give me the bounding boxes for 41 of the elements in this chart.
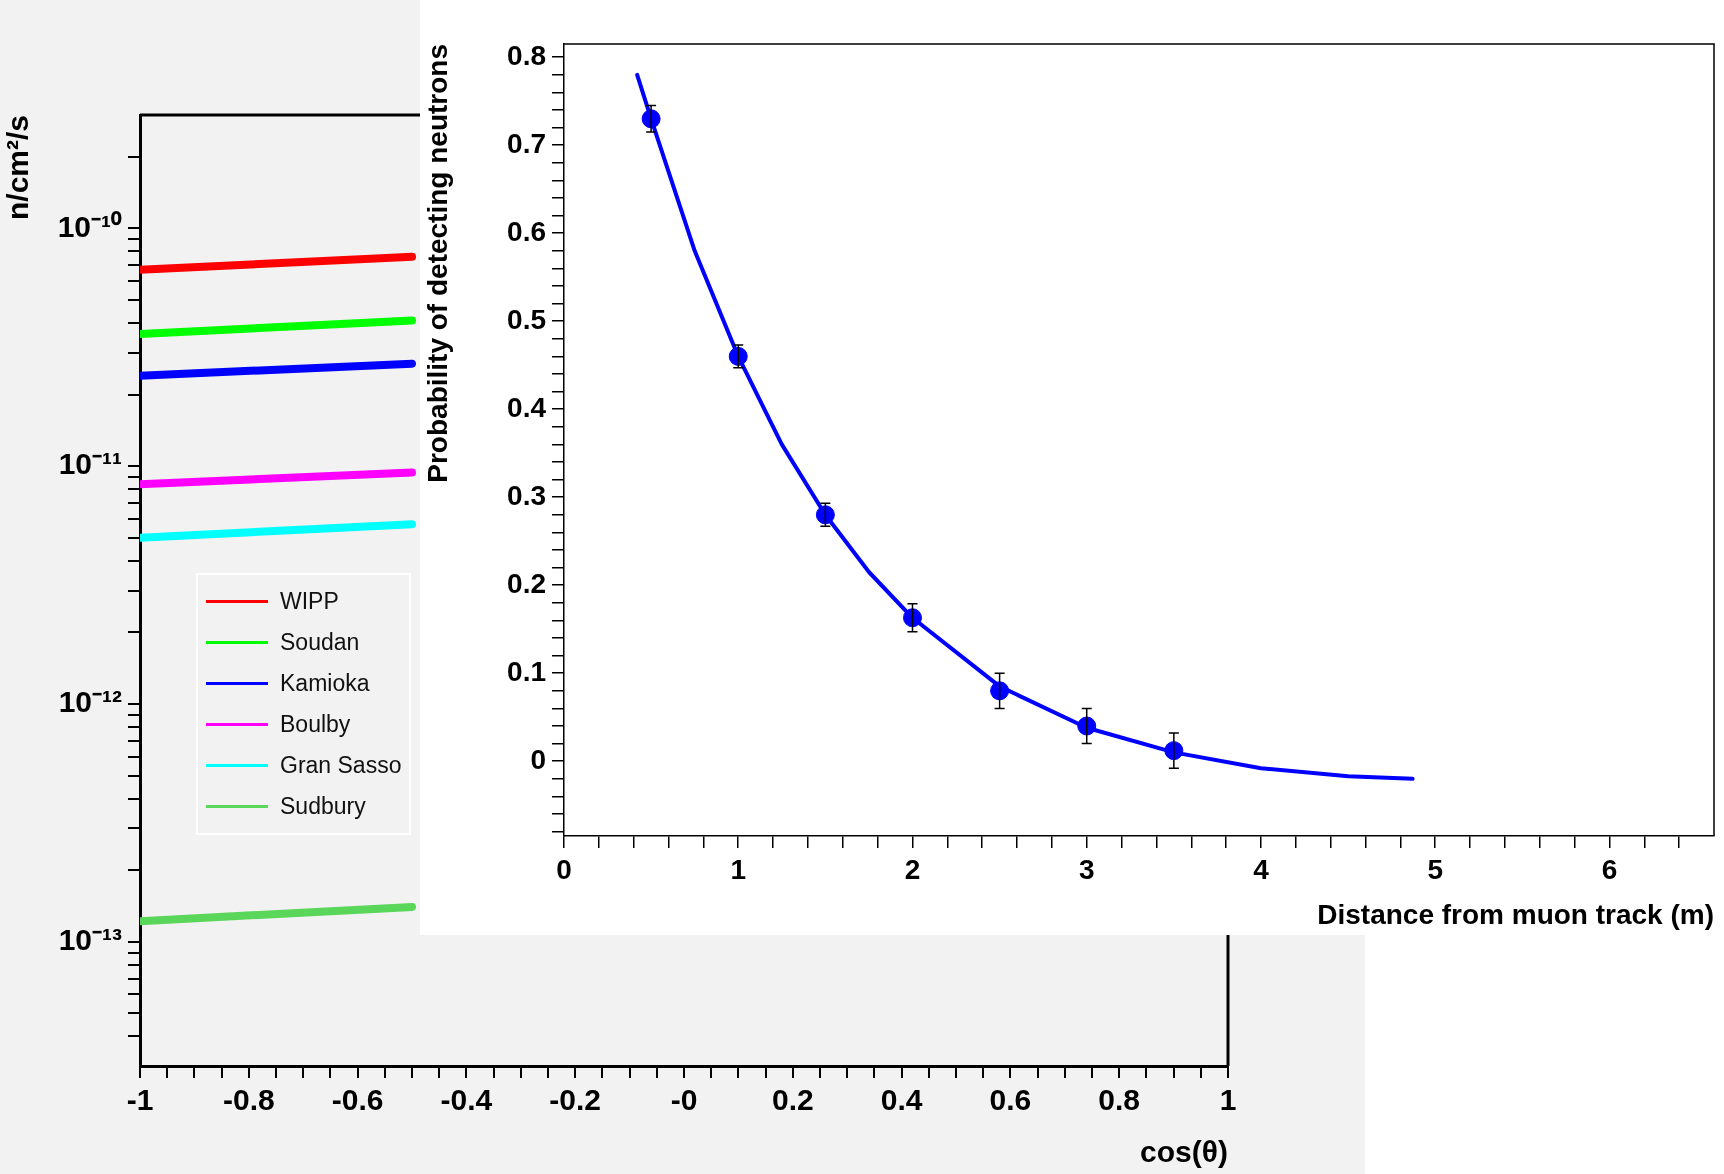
y-tick-label: 0 [530,743,546,775]
y-tick-label: 0.5 [507,303,546,335]
x-tick-label: -0.4 [440,1083,493,1117]
x-tick-label: -1 [126,1083,154,1117]
x-tick-label: 0.2 [771,1083,814,1117]
x-tick-label: 6 [1601,853,1618,885]
legend-label: WIPP [280,588,339,615]
x-tick-label: 2 [904,853,921,885]
y-tick-label: 10⁻¹³ [58,922,122,956]
y-tick-label: 0.4 [507,391,547,423]
x-tick-label: -0.8 [222,1083,275,1117]
x-tick-label: 3 [1078,853,1095,885]
x-tick-label: 1 [730,853,747,885]
y-tick-label: 0.8 [507,39,546,71]
x-tick-label: -0.2 [549,1083,602,1117]
x-tick-label: -0.6 [331,1083,384,1117]
y-tick-label: 0.1 [507,655,546,687]
x-tick-label: 1 [1219,1083,1237,1117]
legend-label: Sudbury [280,793,366,820]
y-tick-label: 0.3 [507,479,546,511]
y-tick-label: 0.6 [507,215,546,247]
y-tick-label: 0.2 [507,567,546,599]
x-tick-label: 0.6 [989,1083,1032,1117]
y-axis-title: Probability of detecting neutrons [421,44,453,483]
y-tick-label: 10⁻¹² [58,685,122,719]
y-axis-title: n/cm²/s [1,115,35,221]
x-tick-label: 0.8 [1098,1083,1141,1117]
legend-label: Soudan [280,629,360,656]
x-tick-label: 0 [556,853,572,885]
x-tick-label: 4 [1253,853,1270,885]
x-tick-label: 5 [1427,853,1443,885]
legend-label: Kamioka [280,670,370,697]
y-tick-label: 10⁻¹⁰ [57,209,122,243]
x-tick-label: 0.4 [880,1083,923,1117]
x-axis-title: Distance from muon track (m) [1317,898,1714,930]
x-tick-label: -0 [670,1083,698,1117]
x-axis-title: cos(θ) [1140,1135,1228,1169]
y-tick-label: 0.7 [507,127,546,159]
y-tick-label: 10⁻¹¹ [58,447,122,481]
legend-label: Gran Sasso [280,752,402,779]
legend-label: Boulby [280,711,351,738]
